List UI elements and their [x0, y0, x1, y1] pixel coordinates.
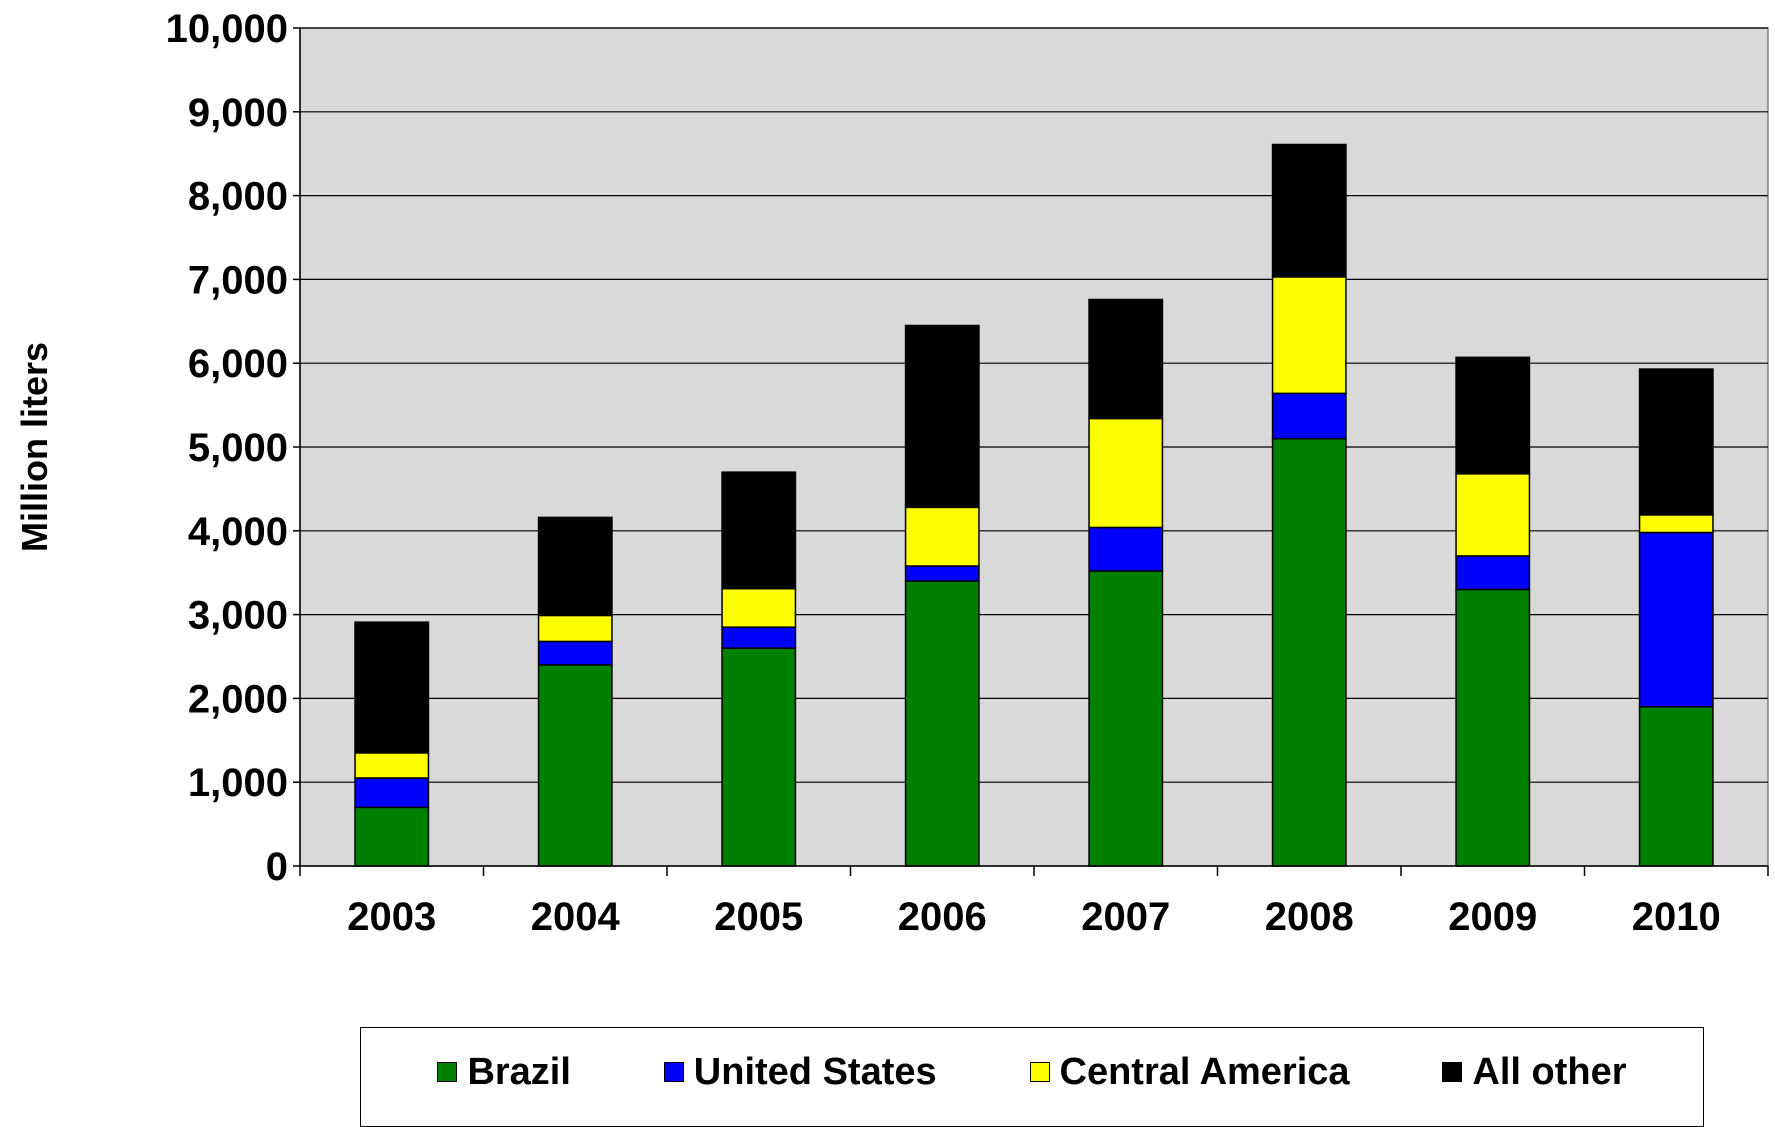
- x-tick-label: 2005: [714, 895, 803, 939]
- legend-item: United States: [663, 1050, 937, 1094]
- x-tick-label: 2010: [1632, 895, 1721, 939]
- x-tick-labels: 2003 2004 2005 2006 2007 2008 2009 2010: [347, 895, 1720, 939]
- bar-segment-brazil: [1638, 706, 1714, 867]
- legend-item: Central America: [1029, 1050, 1350, 1094]
- x-tick-label: 2003: [347, 895, 436, 939]
- bar-segment-central-america: [1455, 473, 1531, 557]
- y-tick-label: 2,000: [188, 677, 288, 721]
- bar-segment-brazil: [1271, 437, 1347, 867]
- bar-segment-united-states: [1271, 392, 1347, 440]
- bar-segment-united-states: [904, 565, 980, 582]
- bar-segment-central-america: [354, 752, 430, 779]
- bar-segment-brazil: [1088, 570, 1164, 867]
- legend-swatch: [663, 1062, 684, 1082]
- y-tick-label: 6,000: [188, 342, 288, 386]
- stacked-bar-chart: 0 1,000 2,000 3,000 4,000 5,000 6,000 7,000 8,00…: [14, 7, 1769, 939]
- y-tick-labels: 0 1,000 2,000 3,000 4,000 5,000 6,000 7,000 8,00…: [166, 7, 288, 889]
- bars: [354, 143, 1714, 867]
- legend-swatch: [1442, 1062, 1463, 1082]
- axes: [293, 27, 1769, 876]
- legend-swatch: [1029, 1062, 1050, 1082]
- bar-segment-united-states: [1088, 526, 1164, 572]
- bar-segment-united-states: [1638, 531, 1714, 708]
- y-tick-label: 3,000: [188, 594, 288, 638]
- legend-label: All other: [1472, 1050, 1627, 1093]
- bar-segment-all-other: [721, 471, 797, 590]
- legend-item: All other: [1442, 1050, 1627, 1094]
- bar-segment-all-other: [1455, 356, 1531, 475]
- bar-segment-brazil: [721, 647, 797, 867]
- y-tick-label: 7,000: [188, 258, 288, 302]
- bar-segment-central-america: [1638, 514, 1714, 534]
- y-tick-label: 8,000: [188, 175, 288, 219]
- bar-segment-brazil: [904, 580, 980, 867]
- bar-segment-brazil: [1455, 588, 1531, 867]
- bar-segment-all-other: [1638, 368, 1714, 516]
- bar-segment-all-other: [354, 621, 430, 754]
- y-tick-label: 0: [266, 845, 288, 889]
- bar-segment-central-america: [1088, 417, 1164, 529]
- x-tick-label: 2009: [1448, 895, 1537, 939]
- legend-label: United States: [693, 1050, 937, 1093]
- y-tick-label: 10,000: [166, 7, 288, 51]
- legend: Brazil United States Central America All ot…: [360, 1027, 1704, 1127]
- legend-label: Central America: [1059, 1050, 1350, 1093]
- bar-segment-central-america: [537, 614, 613, 643]
- bar-segment-united-states: [1455, 555, 1531, 591]
- y-tick-label: 4,000: [188, 510, 288, 554]
- y-tick-label: 1,000: [188, 761, 288, 805]
- x-tick-label: 2007: [1081, 895, 1170, 939]
- bar-segment-brazil: [537, 664, 613, 867]
- x-tick-label: 2004: [531, 895, 621, 939]
- y-axis-title: Million liters: [14, 342, 55, 552]
- bar-segment-central-america: [1271, 276, 1347, 395]
- bar-segment-all-other: [537, 516, 613, 617]
- x-tick-label: 2006: [898, 895, 987, 939]
- legend-item: Brazil: [437, 1050, 571, 1094]
- bar-segment-united-states: [354, 777, 430, 809]
- bar-segment-all-other: [1088, 298, 1164, 420]
- bar-segment-all-other: [1271, 143, 1347, 278]
- bar-segment-all-other: [904, 324, 980, 509]
- bar-segment-brazil: [354, 806, 430, 867]
- legend-label: Brazil: [467, 1050, 571, 1093]
- bar-segment-central-america: [721, 587, 797, 628]
- bar-segment-central-america: [904, 506, 980, 567]
- legend-swatch: [437, 1062, 458, 1082]
- y-tick-label: 5,000: [188, 426, 288, 470]
- bar-segment-united-states: [721, 626, 797, 649]
- x-tick-label: 2008: [1265, 895, 1354, 939]
- y-tick-label: 9,000: [188, 91, 288, 135]
- bar-segment-united-states: [537, 640, 613, 666]
